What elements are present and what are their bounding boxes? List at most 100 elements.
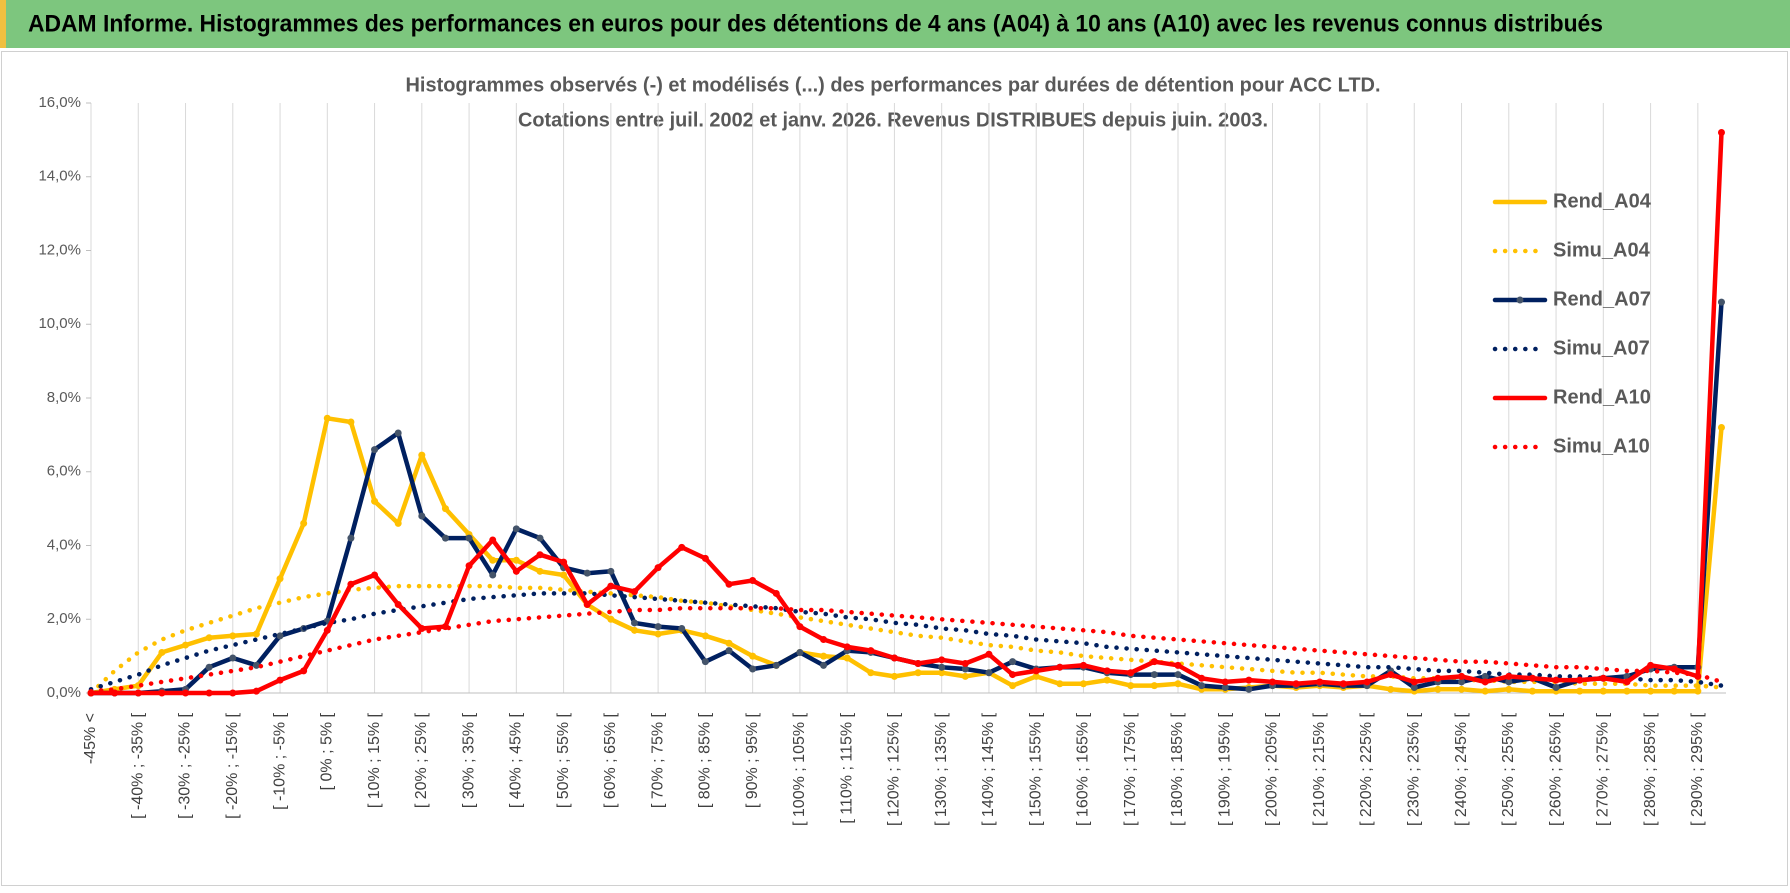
series-marker xyxy=(1576,687,1584,695)
series-marker xyxy=(1458,685,1466,693)
series-marker xyxy=(1623,678,1631,686)
series-marker xyxy=(441,505,449,513)
series-marker xyxy=(1269,678,1276,686)
series-marker xyxy=(182,641,190,649)
series-marker xyxy=(252,687,260,695)
series-marker xyxy=(205,663,213,671)
series-marker xyxy=(1623,687,1631,695)
series-marker xyxy=(1528,687,1536,695)
series-marker xyxy=(158,648,166,656)
series-marker xyxy=(1032,672,1040,680)
series-marker xyxy=(938,669,946,677)
series-marker xyxy=(961,665,969,673)
series-marker xyxy=(1576,676,1584,684)
series-marker xyxy=(772,661,780,669)
x-tick-label: [ 180% ; 185% [ xyxy=(1169,712,1186,826)
series-marker xyxy=(725,647,733,655)
series-marker xyxy=(1198,682,1206,690)
series-marker xyxy=(749,577,757,585)
series-marker xyxy=(630,619,638,627)
chart-title: Histogrammes observés (-) et modélisés (… xyxy=(406,74,1381,96)
series-marker xyxy=(843,654,851,662)
series-marker xyxy=(701,658,709,666)
series-marker xyxy=(229,689,237,697)
series-marker xyxy=(276,575,284,583)
x-tick-label: -45% < xyxy=(82,713,99,764)
series-marker xyxy=(512,556,520,564)
y-tick-label: 14,0% xyxy=(38,168,81,185)
x-tick-label: [ 20% ; 25% [ xyxy=(413,712,430,808)
chart-subtitle: Cotations entre juil. 2002 et janv. 2026… xyxy=(518,109,1268,131)
x-tick-label: [ 40% ; 45% [ xyxy=(508,712,525,808)
series-marker xyxy=(394,519,402,527)
series-marker xyxy=(583,601,591,608)
series-marker xyxy=(536,551,544,559)
series-marker xyxy=(1458,678,1466,686)
x-tick-label: [ 50% ; 55% [ xyxy=(555,712,572,808)
series-marker xyxy=(252,661,260,669)
x-tick-label: [ 290% ; 295% [ xyxy=(1689,712,1706,826)
series-marker xyxy=(1410,683,1418,691)
series-marker xyxy=(512,525,520,533)
banner-edge xyxy=(0,0,6,48)
y-tick-label: 10,0% xyxy=(38,315,81,332)
series-marker xyxy=(1221,678,1229,686)
x-tick-label: [ 80% ; 85% [ xyxy=(697,712,714,808)
series-marker xyxy=(1505,672,1513,680)
y-tick-label: 8,0% xyxy=(47,389,81,406)
x-tick-label: [ 250% ; 255% [ xyxy=(1500,712,1517,826)
y-tick-label: 0,0% xyxy=(47,684,81,701)
legend-label: Simu_A04 xyxy=(1553,239,1651,261)
series-marker xyxy=(772,589,780,597)
x-tick-label: [ -30% ; -25% [ xyxy=(177,712,194,818)
series-marker xyxy=(1717,424,1725,431)
x-tick-label: [ 200% ; 205% [ xyxy=(1264,712,1281,826)
series-marker xyxy=(1174,671,1182,679)
series-marker xyxy=(1150,658,1158,666)
x-tick-label: [ 90% ; 95% [ xyxy=(744,712,761,808)
series-marker xyxy=(1174,680,1182,688)
series-marker xyxy=(300,667,308,675)
series-marker xyxy=(914,669,922,677)
series-marker xyxy=(678,543,686,551)
series-marker xyxy=(985,650,993,658)
series-marker xyxy=(1174,661,1182,669)
series-marker xyxy=(229,632,237,640)
series-marker xyxy=(560,571,568,579)
series-marker xyxy=(1647,661,1655,669)
x-tick-label: [ 260% ; 265% [ xyxy=(1547,712,1564,826)
series-marker xyxy=(371,571,379,579)
series-marker xyxy=(701,554,709,562)
series-marker xyxy=(1009,658,1017,666)
series-marker xyxy=(1103,667,1111,675)
series-marker xyxy=(820,652,828,660)
series-marker xyxy=(1363,678,1371,686)
series-marker xyxy=(1292,680,1300,688)
legend-label: Rend_A04 xyxy=(1553,190,1652,212)
series-marker xyxy=(1221,683,1229,691)
series-marker xyxy=(1245,676,1253,684)
legend-label: Simu_A10 xyxy=(1553,435,1650,457)
series-marker xyxy=(654,564,662,572)
series-marker xyxy=(1079,680,1087,688)
series-marker xyxy=(1198,674,1206,682)
legend-marker xyxy=(1516,296,1524,304)
series-marker xyxy=(182,689,190,697)
x-tick-label: [ 160% ; 165% [ xyxy=(1075,712,1092,826)
series-marker xyxy=(418,512,426,520)
series-marker xyxy=(607,615,615,623)
series-line xyxy=(88,416,1724,696)
series-marker xyxy=(1552,676,1560,684)
series-marker xyxy=(1717,298,1725,306)
series-marker xyxy=(1150,671,1158,679)
series-line xyxy=(88,130,1724,696)
series-marker xyxy=(560,558,568,566)
series-marker xyxy=(607,582,615,590)
series-marker xyxy=(134,689,142,697)
legend-label: Rend_A10 xyxy=(1553,386,1651,408)
series-marker xyxy=(536,534,544,542)
y-tick-label: 16,0% xyxy=(38,94,81,111)
series-marker xyxy=(371,446,379,454)
series-marker xyxy=(938,656,946,664)
